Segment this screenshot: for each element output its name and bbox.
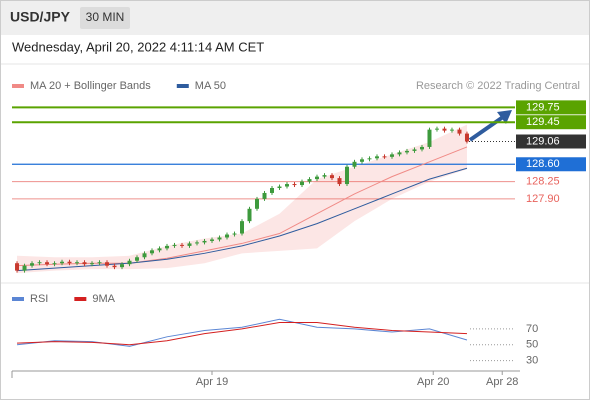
line [16,318,468,347]
x-tick-label: Apr 20 [417,376,449,388]
arrow [468,115,505,142]
candle-body [434,128,439,130]
candle-body [277,186,282,189]
candle-body [307,179,312,182]
candle-body [404,150,409,153]
candle-body [82,262,87,265]
candle-body [292,184,297,186]
candle-body [232,233,237,235]
candle-body [419,146,424,150]
candle-body [67,261,72,264]
candle-body [382,156,387,158]
candle-body [225,234,230,238]
candle-body [97,262,102,264]
candle-body [187,243,192,246]
level-box [516,100,586,115]
arrow-head [497,110,512,124]
candle-body [75,262,80,264]
interval-button[interactable] [80,7,130,29]
y-tick-label: 50 [526,339,538,351]
candle-body [52,263,57,265]
candle-body [427,129,432,147]
candle-body [389,154,394,157]
candle-body [135,257,140,261]
candle-body [210,239,215,241]
candle-body [397,152,402,155]
candle-body [142,253,147,258]
candle-body [165,245,170,249]
candle-body [464,133,469,142]
candle-body [217,237,222,240]
candle-body [112,265,117,268]
y-tick-label: 70 [526,323,538,335]
legend-label: 9MA [92,293,115,305]
legend-swatch [176,84,189,88]
level-label: 129.06 [526,135,560,147]
level-box [516,134,586,149]
candle-body [329,175,334,179]
candle-body [127,260,132,265]
legend-label: MA 20 + Bollinger Bands [30,80,151,92]
candle-body [172,244,177,246]
legend-label: MA 50 [195,80,226,92]
candle-body [457,129,462,134]
candle-body [150,250,155,254]
candle-body [15,263,20,271]
y-tick-label: 30 [526,355,538,367]
candle-body [22,265,27,271]
line [17,321,468,346]
level-label: 128.60 [526,158,560,170]
source: Research © 2022 Trading Central [416,80,580,92]
candle-body [284,184,289,187]
candle-body [314,176,319,180]
candle-body [202,240,207,243]
candle-body [442,128,447,131]
interval[interactable]: 30 MIN [86,10,125,24]
level-label: 128.25 [526,175,560,187]
candle-body [105,262,110,266]
candle-body [195,242,200,244]
candle-body [157,248,162,251]
candle-body [30,263,35,266]
legend-swatch [74,297,87,301]
symbol: USD/JPY [10,9,71,25]
candle-body [299,181,304,186]
candle-body [359,159,364,162]
candle-body [255,198,260,209]
candle-body [449,129,454,131]
candle-body [180,244,185,246]
legend-label: RSI [30,293,48,305]
legend-swatch [12,297,24,301]
candle-body [240,221,245,234]
level-label: 129.45 [526,116,560,128]
candle-body [344,166,349,185]
level-box [516,157,586,172]
candle-body [337,178,342,185]
candle-body [90,263,95,265]
level-box [516,115,586,130]
level-label: 129.75 [526,101,560,113]
x-tick-label: Apr 28 [486,376,518,388]
candle-body [45,262,50,265]
candle-body [374,156,379,159]
candle-body [352,161,357,167]
candle-body [322,175,327,177]
candle-body [120,264,125,268]
x-tick-label: Apr 19 [196,376,228,388]
candle-body [367,158,372,160]
datetime: Wednesday, April 20, 2022 4:11:14 AM CET [12,39,264,54]
candle-body [37,262,42,264]
candle-body [412,149,417,151]
legend-swatch [12,84,24,88]
candle-body [247,208,252,222]
candle-body [262,192,267,199]
candle-body [269,188,274,193]
candle-body [60,261,65,264]
level-label: 127.90 [526,193,560,205]
